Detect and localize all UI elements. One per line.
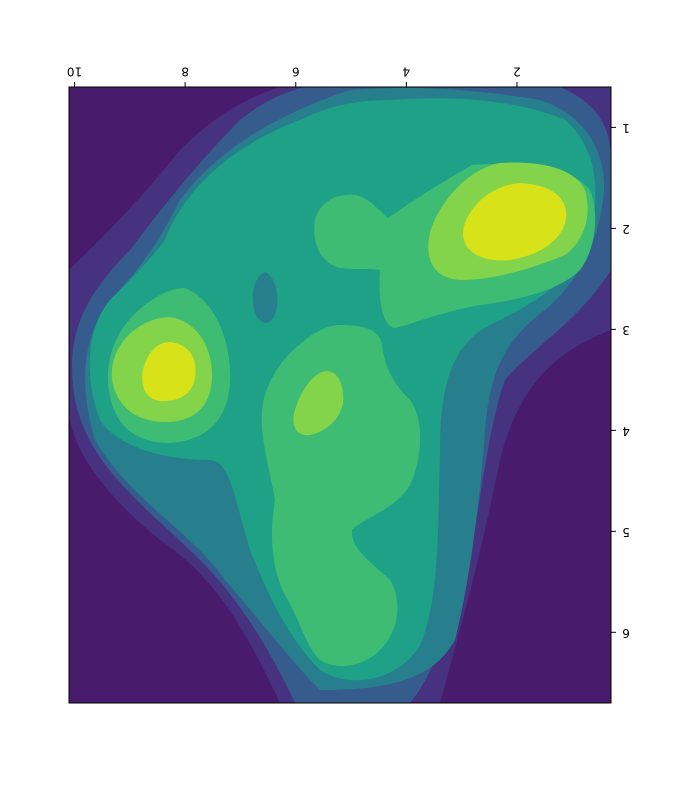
y-tick-label: 4 xyxy=(622,424,630,438)
contour-level-6-center xyxy=(293,371,344,436)
y-axis: 1 2 3 4 5 6 xyxy=(611,121,630,640)
contour-level-7-right xyxy=(462,183,567,261)
x-tick-label: 10 xyxy=(67,65,82,79)
y-tick-label: 5 xyxy=(622,525,630,539)
x-tick-label: 2 xyxy=(513,65,521,79)
y-tick-label: 6 xyxy=(622,626,630,640)
plot-frame xyxy=(68,86,612,704)
contour-level-4-pocket xyxy=(252,272,278,323)
x-tick-label: 4 xyxy=(403,65,411,79)
contour-level-7-left xyxy=(142,342,196,402)
x-axis: 10 8 6 4 2 xyxy=(67,65,521,87)
y-tick-label: 3 xyxy=(622,323,630,337)
x-tick-label: 8 xyxy=(181,65,189,79)
y-tick-label: 2 xyxy=(622,222,630,236)
y-tick-label: 1 xyxy=(622,121,630,135)
x-tick-label: 6 xyxy=(292,65,300,79)
contour-layer xyxy=(69,87,611,703)
